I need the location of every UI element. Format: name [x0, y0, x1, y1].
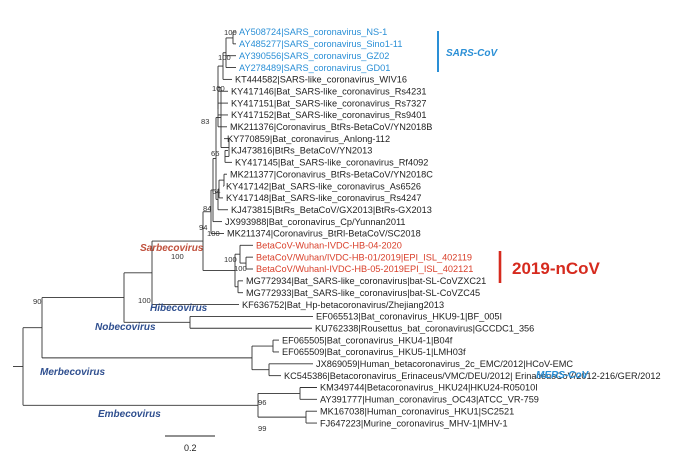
bootstrap-value: 84 — [203, 204, 211, 213]
leaf-label: AY391777|Human_coronavirus_OC43|ATCC_VR-… — [320, 395, 539, 405]
leaf-label: KM349744|Betacoronavirus_HKU24|HKU24-R05… — [320, 383, 538, 393]
leaf-label: KJ473815|BtRs_BetaCoV/GX2013|BtRs-GX2013 — [231, 205, 432, 215]
bootstrap-value: 100 — [234, 264, 247, 273]
bootstrap-value: 66 — [211, 149, 219, 158]
leaf-label: AY390556|SARS_coronavirus_GZ02 — [239, 51, 389, 61]
leaf-label: AY485277|SARS_coronavirus_Sino1-11 — [239, 39, 402, 49]
leaf-label: MG772933|Bat_SARS-like_coronavirus|bat-S… — [246, 288, 480, 298]
leaf-label: MK167038|Human_coronavirus_HKU1|SC2521 — [320, 406, 514, 416]
clade-label-hibecovirus: Hibecovirus — [150, 303, 208, 314]
clade-label-sarbecovirus: Sarbecovirus — [140, 243, 204, 254]
bootstrap-value: 96 — [258, 398, 266, 407]
clade-label-merbecovirus: Merbecovirus — [40, 367, 105, 378]
leaf-label: KY770859|Bat_coronavirus_Anlong-112 — [227, 134, 390, 144]
clade-label-embecovirus: Embecovirus — [98, 409, 161, 420]
leaf-label: EF065505|Bat_coronavirus_HKU4-1|B04f — [282, 335, 453, 345]
bootstrap-value: 100 — [171, 252, 184, 261]
leaf-label: MK211374|Coronavirus_BtRl-BetaCoV/SC2018 — [227, 229, 421, 239]
leaf-label: KY417148|Bat_SARS-like_coronavirus_Rs424… — [226, 193, 421, 203]
leaf-label: AY508724|SARS_coronavirus_NS-1 — [239, 27, 387, 37]
bootstrap-value: 100 — [212, 84, 225, 93]
leaf-label: KC545386|Betacoronavirus_Erinaceus/VMC/D… — [284, 371, 661, 381]
leaf-labels: AY508724|SARS_coronavirus_NS-1 AY485277|S… — [225, 27, 661, 428]
group-label-2019-ncov: 2019-nCoV — [512, 259, 601, 278]
leaf-label: KY417152|Bat_SARS-like_coronavirus_Rs940… — [231, 110, 426, 120]
leaf-label: BetaCoV-Wuhan-IVDC-HB-04-2020 — [256, 241, 402, 251]
leaf-label: BetaCoV/Wuhanl-IVDC-HB-05-2019EPI_ISL_40… — [256, 264, 473, 274]
scale-bar-label: 0.2 — [184, 443, 197, 453]
bootstrap-value: 100 — [218, 53, 231, 62]
bootstrap-value: 64 — [212, 187, 220, 196]
leaf-label: EF065509|Bat_coronavirus_HKU5-1|LMH03f — [282, 347, 466, 357]
leaf-label: MK211376|Coronavirus_BtRs-BetaCoV/YN2018… — [230, 122, 432, 132]
leaf-label: KF636752|Bat_Hp-betacoronavirus/Zhejiang… — [242, 300, 444, 310]
group-label-mers-cov: MERS-CoV — [536, 370, 590, 381]
leaf-label: KT444582|SARS-like_coronavirus_WIV16 — [235, 75, 407, 85]
leaf-label: BetaCoV/Wuhan/IVDC-HB-01/2019|EPI_ISL_40… — [256, 252, 472, 262]
bootstrap-value: 90 — [33, 297, 41, 306]
leaf-label: MK211377|Coronavirus_BtRs-BetaCoV/YN2018… — [230, 169, 433, 179]
clade-label-nobecovirus: Nobecovirus — [95, 322, 156, 333]
bootstrap-value: 83 — [201, 117, 209, 126]
leaf-label: KY417146|Bat_SARS-like_coronavirus_Rs423… — [231, 86, 426, 96]
tree-branches — [13, 31, 317, 424]
leaf-label: AY278489|SARS_coronavirus_GD01 — [239, 63, 390, 73]
bootstrap-value: 94 — [199, 223, 207, 232]
leaf-label: KY417142|Bat_SARS-like_coronavirus_As652… — [226, 181, 421, 191]
bootstrap-value: 100 — [138, 296, 151, 305]
leaf-label: KU762338|Rousettus_bat_coronavirus|GCCDC… — [315, 323, 534, 333]
leaf-label: JX993988|Bat_coronavirus_Cp/Yunnan2011 — [225, 217, 406, 227]
bootstrap-value: 100 — [224, 28, 237, 37]
group-label-sars-cov: SARS-CoV — [446, 48, 498, 59]
bootstrap-value: 100 — [224, 255, 237, 264]
leaf-label: KY417151|Bat_SARS-like_coronavirus_Rs732… — [231, 98, 426, 108]
leaf-label: JX869059|Human_betacoronavirus_2c_EMC/20… — [316, 359, 573, 369]
leaf-label: KY417145|Bat_SARS-like_coronavirus_Rf409… — [235, 158, 428, 168]
leaf-label: FJ647223|Murine_coronavirus_MHV-1|MHV-1 — [320, 418, 508, 428]
bootstrap-value: 100 — [207, 229, 220, 238]
leaf-label: KJ473816|BtRs_BetaCoV/YN2013 — [231, 146, 372, 156]
leaf-label: MG772934|Bat_SARS-like_coronavirus|bat-S… — [246, 276, 486, 286]
bootstrap-value: 99 — [258, 424, 266, 433]
leaf-label: EF065513|Bat_coronavirus_HKU9-1|BF_005I — [316, 312, 502, 322]
